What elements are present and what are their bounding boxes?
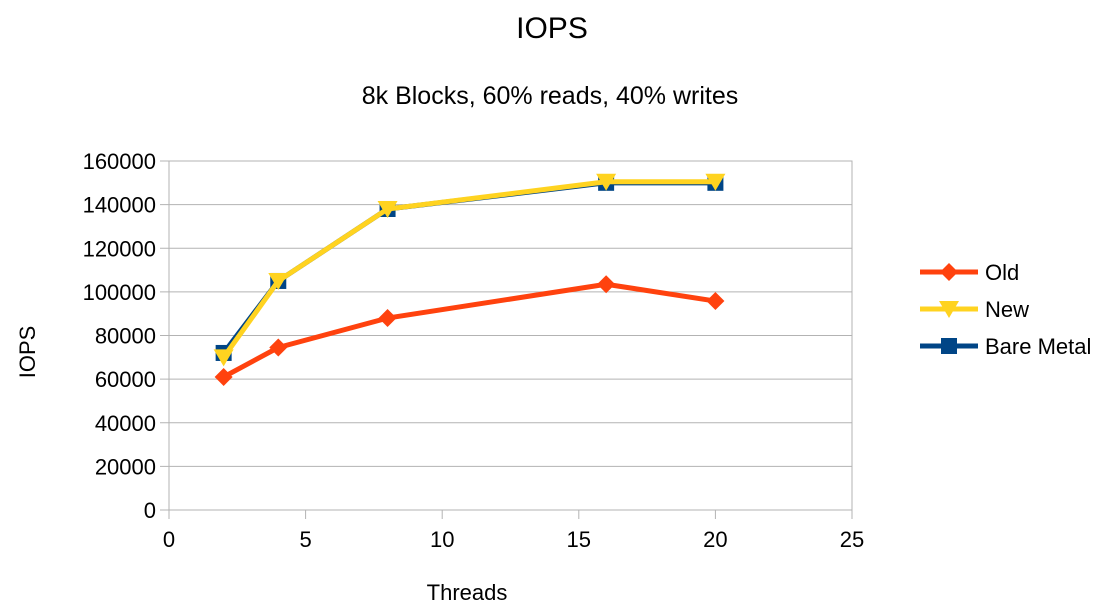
data-point-old bbox=[597, 275, 616, 294]
y-tick-label: 160000 bbox=[83, 149, 156, 174]
x-tick-label: 25 bbox=[840, 527, 864, 552]
y-tick-labels: 0 20000 40000 60000 80000 100000 120000 140000 1… bbox=[83, 149, 169, 523]
legend-item-old: Old bbox=[920, 260, 1019, 285]
legend-marker bbox=[940, 263, 958, 281]
x-tick-label: 15 bbox=[567, 527, 591, 552]
y-tick-label: 60000 bbox=[95, 367, 156, 392]
data-point-new bbox=[377, 200, 398, 218]
y-axis-label: IOPS bbox=[15, 326, 40, 379]
y-tick-label: 100000 bbox=[83, 280, 156, 305]
legend-label: Old bbox=[985, 260, 1019, 285]
chart-subtitle: 8k Blocks, 60% reads, 40% writes bbox=[362, 82, 739, 110]
legend-marker bbox=[939, 301, 959, 318]
data-point-old bbox=[214, 367, 233, 386]
x-tick-label: 0 bbox=[163, 527, 175, 552]
y-tick-label: 0 bbox=[144, 498, 156, 523]
legend-label: Bare Metal bbox=[985, 334, 1091, 359]
data-point-new bbox=[268, 272, 289, 290]
series-line-new bbox=[221, 179, 716, 359]
series-line-old bbox=[222, 281, 716, 380]
data-point-new bbox=[596, 173, 617, 191]
y-tick-label: 40000 bbox=[95, 411, 156, 436]
data-point-old bbox=[269, 338, 288, 357]
series-layer bbox=[213, 173, 726, 386]
series-bare-metal bbox=[215, 174, 724, 361]
series-new bbox=[213, 173, 726, 367]
legend-item-new: New bbox=[920, 297, 1029, 322]
x-axis-label: Threads bbox=[427, 580, 508, 605]
x-tick-label: 20 bbox=[703, 527, 727, 552]
y-tick-label: 120000 bbox=[83, 236, 156, 261]
legend-marker bbox=[941, 338, 957, 354]
x-tick-label: 10 bbox=[430, 527, 454, 552]
data-point-old bbox=[378, 309, 397, 328]
data-point-new bbox=[705, 173, 726, 191]
plot-gridlines bbox=[169, 160, 852, 511]
y-tick-label: 20000 bbox=[95, 454, 156, 479]
x-tick-label: 5 bbox=[299, 527, 311, 552]
legend-item-bare-metal: Bare Metal bbox=[920, 334, 1091, 359]
chart-title: IOPS bbox=[516, 12, 588, 45]
data-point-new bbox=[213, 349, 234, 367]
data-point-old bbox=[706, 292, 725, 311]
x-tick-labels: 0 5 10 15 20 25 bbox=[163, 510, 864, 552]
legend: Old New Bare Metal bbox=[920, 260, 1091, 359]
y-tick-label: 80000 bbox=[95, 324, 156, 349]
series-old bbox=[214, 275, 725, 386]
legend-label: New bbox=[985, 297, 1029, 322]
y-tick-label: 140000 bbox=[83, 193, 156, 218]
